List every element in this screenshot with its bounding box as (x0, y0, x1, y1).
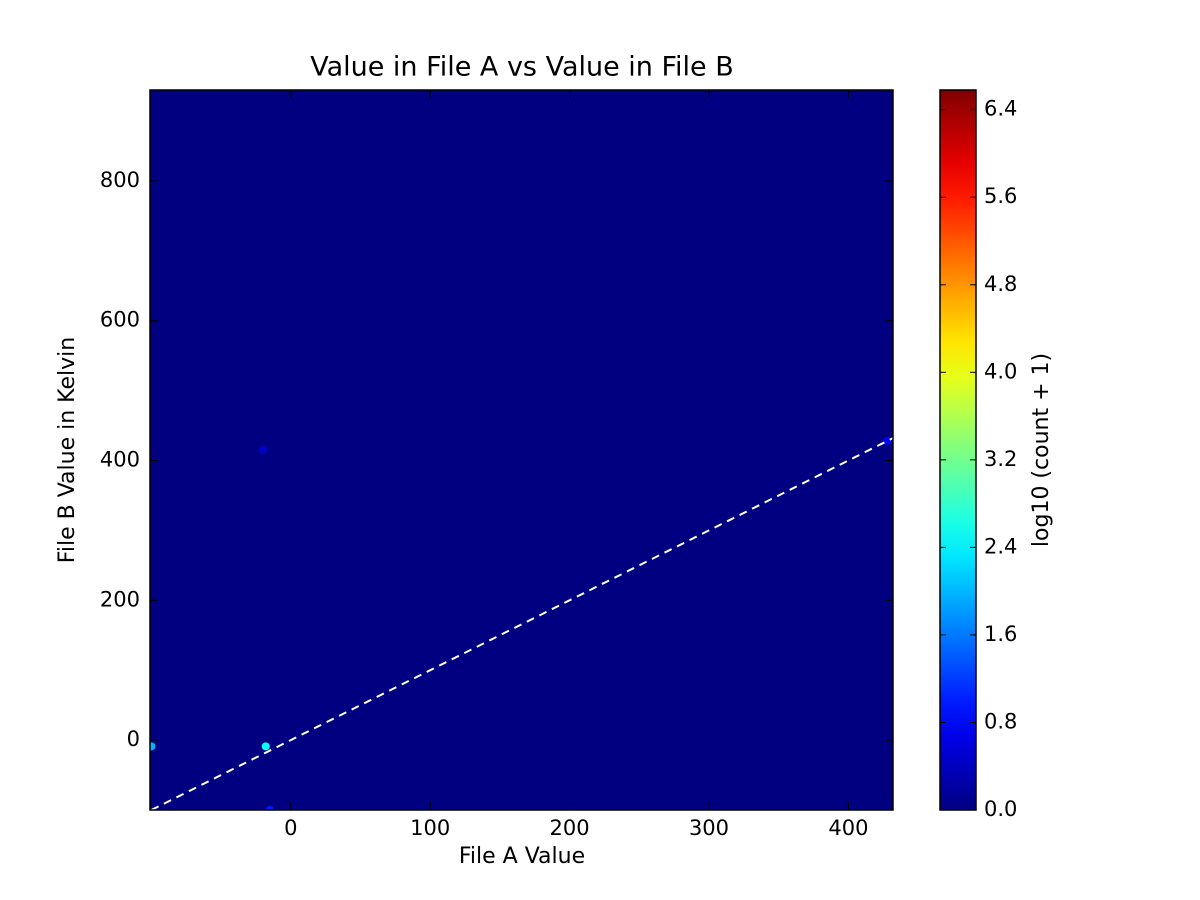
x-tick-label: 100 (410, 816, 450, 840)
hist-cell (261, 742, 270, 751)
colorbar-tick-label: 4.8 (984, 272, 1017, 296)
x-tick-label: 400 (828, 816, 868, 840)
colorbar-tick-label: 4.0 (984, 359, 1017, 383)
y-axis-label: File B Value in Kelvin (55, 337, 80, 563)
colorbar-tick-label: 0.8 (984, 709, 1017, 733)
y-tick-label: 200 (100, 587, 140, 611)
colorbar (939, 89, 977, 811)
colorbar-tick-label: 5.6 (984, 184, 1017, 208)
plot-background (150, 90, 893, 810)
x-tick-label: 300 (689, 816, 729, 840)
cells (150, 436, 892, 810)
colorbar-tick-label: 6.4 (984, 97, 1017, 121)
chart-title: Value in File A vs Value in File B (310, 52, 734, 83)
plot-frame (149, 89, 894, 811)
x-axis-label: File A Value (459, 844, 585, 869)
y-tick-label: 0 (127, 727, 140, 751)
y-tick-label: 600 (100, 308, 140, 332)
colorbar-tick-label: 0.0 (984, 797, 1017, 821)
hist-cell (258, 446, 267, 454)
x-tick-label: 0 (284, 816, 297, 840)
hist-cell (265, 806, 274, 810)
y-tick-label: 400 (100, 447, 140, 471)
colorbar-tick-label: 1.6 (984, 622, 1017, 646)
y-tick-label: 800 (100, 168, 140, 192)
colorbar-tick-label: 2.4 (984, 534, 1017, 558)
x-tick-label: 200 (550, 816, 590, 840)
hist-cell (150, 742, 156, 751)
colorbar-label: log10 (count + 1) (1029, 353, 1054, 547)
colorbar-tick-label: 3.2 (984, 447, 1017, 471)
identity-line (150, 437, 893, 810)
